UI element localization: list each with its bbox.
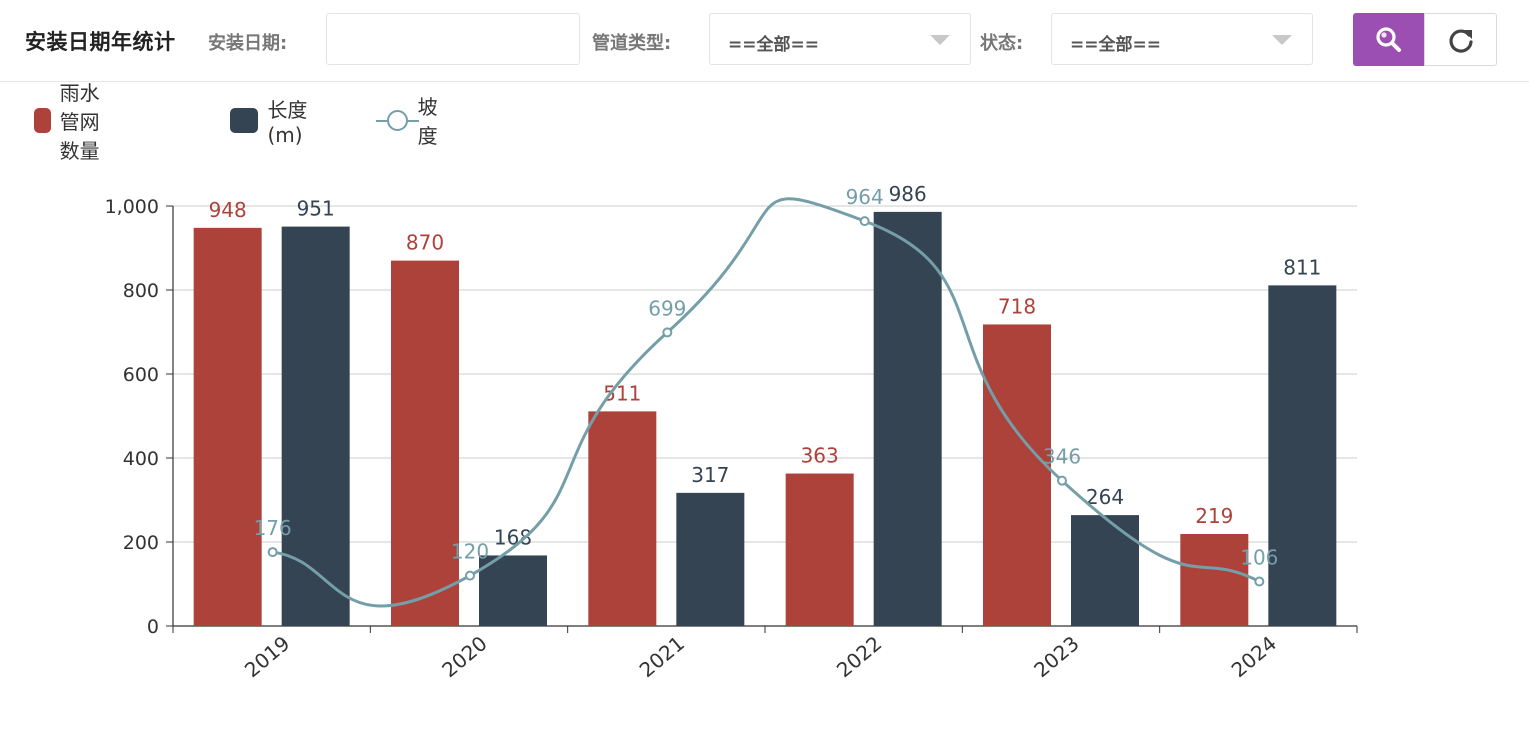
refresh-icon [1448,28,1473,53]
legend-swatch-length [230,107,259,133]
bar-value-label: 948 [209,198,247,222]
bar-value-label: 986 [889,182,927,206]
y-tick-label: 600 [123,364,159,386]
slope-value-label: 106 [1240,545,1278,569]
reset-button[interactable] [1424,13,1497,66]
pipe-type-select[interactable]: ==全部== [709,13,971,65]
slope-point [1057,475,1067,486]
bar-length [1071,515,1139,626]
page-title: 安装日期年统计 [25,30,176,54]
search-button[interactable] [1353,13,1425,66]
bar-value-label: 870 [406,231,444,255]
search-icon [1376,26,1401,52]
y-tick-label: 400 [123,448,159,470]
bar-value-label: 219 [1195,504,1233,528]
slope-point [859,216,870,227]
slope-value-label: 176 [254,516,292,540]
bar-value-label: 363 [801,444,839,468]
bar-length [281,226,350,626]
status-label: 状态: [980,33,1024,54]
legend-swatch-slope [376,108,419,133]
bar-value-label: 317 [691,463,729,487]
date-label: 安装日期: [208,33,288,54]
pipe-type-value: ==全部== [728,35,819,55]
toolbar: 安装日期年统计 安装日期: 管道类型: ==全部== 状态: ==全部== [0,0,1529,82]
x-tick-label: 2023 [1029,631,1083,682]
slope-line [272,197,1261,608]
x-tick-label: 2021 [635,631,689,682]
chevron-down-icon [930,35,950,45]
pipe-type-label: 管道类型: [592,33,672,54]
bar-count [1180,534,1249,626]
legend-swatch-count [34,107,51,133]
legend-item-count[interactable]: 雨水管网数量 [34,81,106,163]
bar-count [785,473,854,626]
date-input[interactable] [326,13,580,65]
slope-value-label: 346 [1043,445,1081,469]
y-tick-label: 200 [123,532,159,554]
legend-label-count: 雨水管网数量 [59,80,100,163]
legend-item-length[interactable]: 长度(m) [230,98,317,147]
bar-length [479,555,547,626]
slope-point [1254,576,1265,587]
bar-value-label: 718 [998,294,1036,318]
slope-value-label: 699 [648,296,686,320]
x-tick-label: 2024 [1227,631,1281,682]
status-value: ==全部== [1070,35,1161,55]
slope-value-label: 120 [451,540,489,564]
legend-label-length: 长度(m) [267,97,308,147]
legend-label-slope: 坡度 [417,95,438,148]
y-tick-label: 1,000 [105,196,159,218]
bar-length [873,211,942,626]
slope-point [267,547,278,558]
slope-point [465,570,475,581]
bar-value-label: 811 [1283,255,1321,279]
bar-value-label: 951 [297,197,335,221]
bar-count [983,324,1051,626]
x-tick-label: 2022 [832,631,886,682]
chevron-down-icon [1272,35,1292,45]
bar-count [391,260,459,626]
y-tick-label: 800 [123,280,159,302]
bar-value-label: 264 [1086,485,1124,509]
x-tick-label: 2019 [240,631,294,682]
slope-point [662,327,673,338]
legend-item-slope[interactable]: 坡度 [376,95,448,148]
y-tick-label: 0 [147,616,159,638]
bar-count [193,227,262,626]
x-tick-label: 2020 [437,631,491,682]
status-select[interactable]: ==全部== [1051,13,1313,65]
slope-value-label: 964 [846,185,884,209]
bar-length [676,492,745,626]
bar-count [588,411,657,626]
bar-length [1268,285,1337,626]
